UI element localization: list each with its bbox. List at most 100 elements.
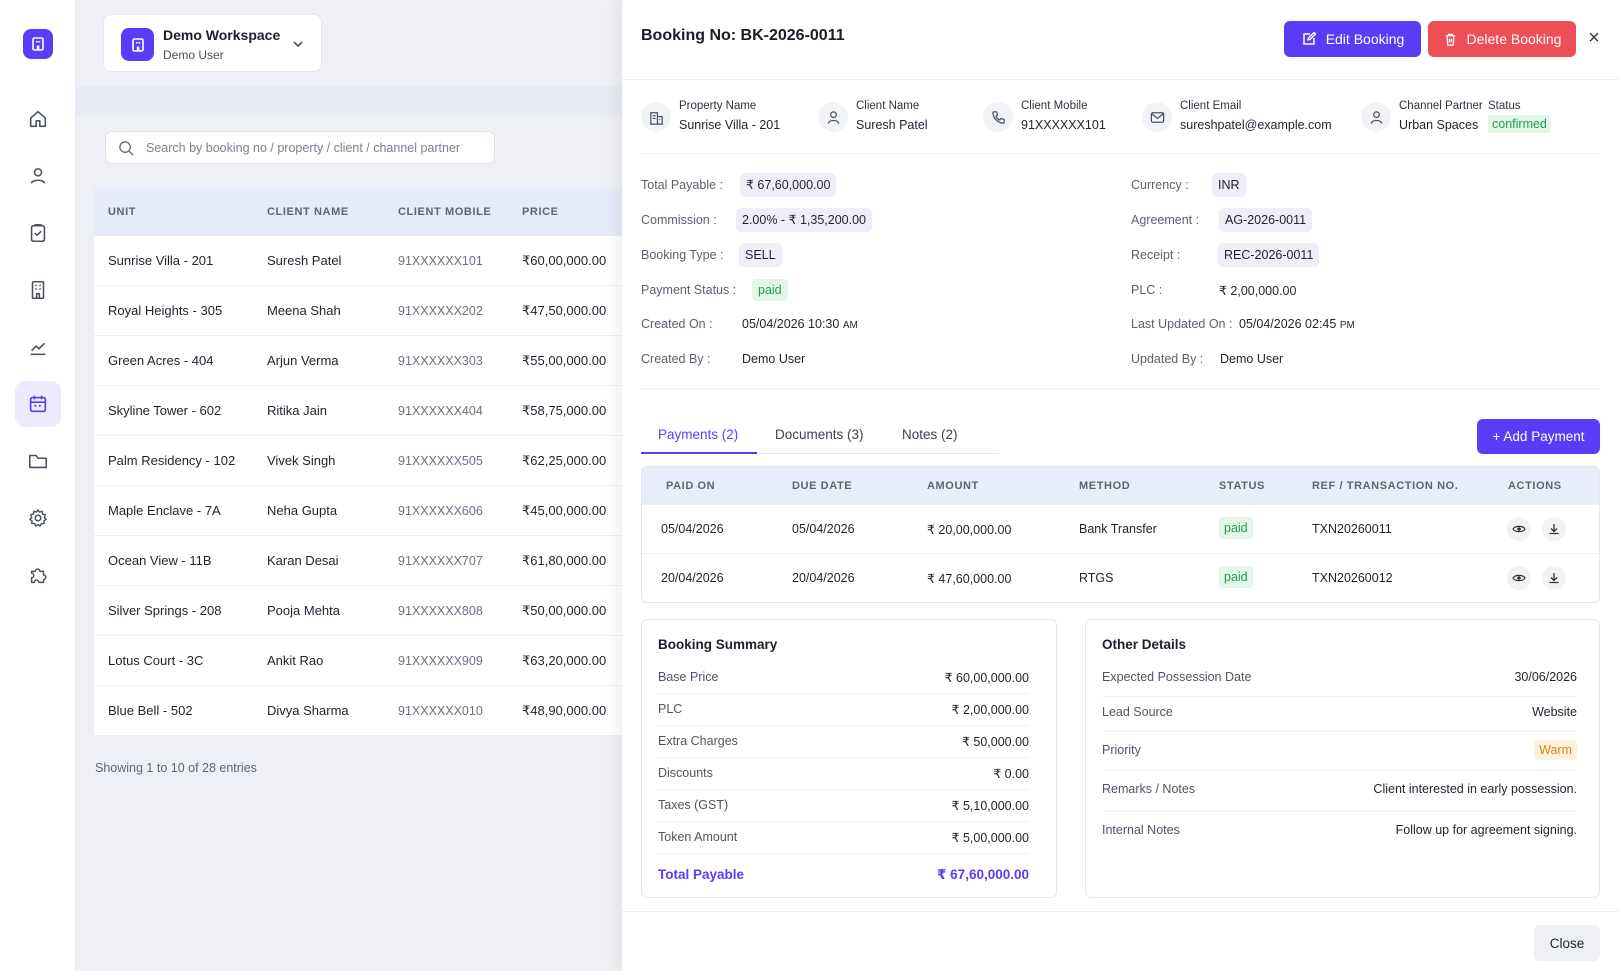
sidebar-item-bookings[interactable] — [15, 381, 61, 427]
table-row[interactable]: Sunrise Villa - 201 Suresh Patel 91XXXXXX1… — [94, 236, 622, 286]
cell-price: ₹50,00,000.00 — [522, 602, 607, 618]
table-header: UNIT CLIENT NAME CLIENT MOBILE PRICE — [94, 188, 622, 236]
cell-client-name: Vivek Singh — [267, 453, 336, 468]
view-payment-button[interactable] — [1507, 517, 1531, 541]
other-details-card: Other Details Expected Possession Date 30… — [1085, 619, 1600, 898]
summary-value: ₹ 60,00,000.00 — [944, 671, 1029, 685]
summary-value: ₹ 5,00,000.00 — [951, 831, 1029, 845]
updated-on-ampm: PM — [1339, 320, 1355, 331]
currency-label: Currency : — [1131, 178, 1189, 192]
sidebar-item-integrations[interactable] — [15, 552, 61, 598]
view-payment-button[interactable] — [1507, 566, 1531, 590]
summary-label: Base Price — [658, 670, 719, 684]
table-row[interactable]: Green Acres - 404 Arjun Verma 91XXXXXX303 ₹… — [94, 336, 622, 386]
search-field[interactable] — [105, 131, 495, 164]
cell-price: ₹48,90,000.00 — [522, 702, 607, 718]
cell-unit: Green Acres - 404 — [108, 353, 214, 368]
table-row[interactable]: Maple Enclave - 7A Neha Gupta 91XXXXXX606 ₹… — [94, 486, 622, 536]
detail-label: Internal Notes — [1102, 823, 1180, 837]
commission-value: 2.00% - ₹ 1,35,200.00 — [736, 208, 873, 232]
plc-label: PLC : — [1131, 283, 1163, 297]
created-on-value: 05/04/2026 10:30 AM — [742, 317, 858, 331]
plc-value: ₹ 2,00,000.00 — [1219, 284, 1297, 298]
search-input[interactable] — [146, 137, 486, 159]
download-payment-button[interactable] — [1542, 566, 1566, 590]
puzzle-icon — [30, 568, 47, 584]
column-header-ref: REF / TRANSACTION NO. — [1312, 480, 1459, 492]
tab-payments[interactable]: Payments (2) — [658, 427, 739, 442]
created-by-value: Demo User — [742, 352, 806, 366]
settings-icon — [29, 509, 47, 527]
cell-method: Bank Transfer — [1079, 522, 1157, 536]
cell-client-name: Suresh Patel — [267, 253, 342, 268]
tabs-baseline — [641, 453, 999, 454]
summary-row: Token Amount ₹ 5,00,000.00 — [658, 822, 1029, 854]
sidebar-item-files[interactable] — [15, 438, 61, 484]
table-row[interactable]: Ocean View - 11B Karan Desai 91XXXXXX707 ₹6… — [94, 536, 622, 586]
logo-icon[interactable] — [23, 29, 53, 59]
client-value: Suresh Patel — [856, 118, 928, 132]
column-header-client-mobile[interactable]: CLIENT MOBILE — [398, 206, 492, 218]
table-row[interactable]: Royal Heights - 305 Meena Shah 91XXXXXX202… — [94, 286, 622, 336]
close-button[interactable]: Close — [1534, 925, 1600, 961]
detail-value: Warm — [1534, 740, 1577, 760]
download-icon — [1549, 524, 1559, 535]
booking-detail-drawer: Booking No: BK-2026-0011 Edit Booking De… — [622, 0, 1619, 971]
detail-label: Expected Possession Date — [1102, 670, 1252, 684]
edit-booking-button[interactable]: Edit Booking — [1284, 21, 1421, 57]
cell-due-date: 05/04/2026 — [792, 522, 855, 536]
summary-value: ₹ 5,10,000.00 — [951, 799, 1029, 813]
cell-client-mobile: 91XXXXXX808 — [398, 603, 483, 618]
edit-booking-label: Edit Booking — [1325, 31, 1405, 47]
cell-unit: Ocean View - 11B — [108, 553, 212, 568]
tab-documents[interactable]: Documents (3) — [775, 427, 864, 442]
add-payment-button[interactable]: + Add Payment — [1477, 419, 1600, 454]
payments-table-header: PAID ON DUE DATE AMOUNT METHOD STATUS RE… — [642, 467, 1599, 504]
other-detail-row: Expected Possession Date 30/06/2026 — [1102, 662, 1577, 697]
cell-client-name: Ritika Jain — [267, 403, 327, 418]
sidebar-item-properties[interactable] — [15, 267, 61, 313]
created-on-datetime: 05/04/2026 10:30 — [742, 317, 840, 331]
eye-icon — [1512, 574, 1526, 582]
delete-booking-button[interactable]: Delete Booking — [1428, 21, 1576, 57]
summary-label: Taxes (GST) — [658, 798, 729, 812]
column-header-price[interactable]: PRICE — [522, 206, 559, 218]
column-header-amount: AMOUNT — [927, 480, 979, 492]
column-header-status: STATUS — [1219, 480, 1265, 492]
close-icon[interactable]: × — [1588, 27, 1600, 49]
column-header-unit[interactable]: UNIT — [108, 206, 137, 218]
sidebar-item-clients[interactable] — [15, 153, 61, 199]
payment-status-badge: paid — [1219, 517, 1253, 539]
column-header-method: METHOD — [1079, 480, 1131, 492]
sidebar-item-tasks[interactable] — [15, 210, 61, 256]
bookings-table: UNIT CLIENT NAME CLIENT MOBILE PRICE Sun… — [94, 188, 622, 736]
pagination-summary: Showing 1 to 10 of 28 entries — [95, 761, 257, 775]
workspace-switcher[interactable]: Demo Workspace Demo User — [103, 14, 322, 72]
divider — [622, 79, 1619, 80]
user-icon — [30, 168, 46, 184]
sidebar-item-reports[interactable] — [15, 324, 61, 370]
detail-label: Priority — [1102, 743, 1141, 757]
download-payment-button[interactable] — [1542, 517, 1566, 541]
sidebar-item-settings[interactable] — [15, 495, 61, 541]
table-row[interactable]: Palm Residency - 102 Vivek Singh 91XXXXXX5… — [94, 436, 622, 486]
tab-notes[interactable]: Notes (2) — [902, 427, 958, 442]
receipt-label: Receipt : — [1131, 248, 1181, 262]
phone-icon — [983, 102, 1013, 132]
payment-row: 05/04/2026 05/04/2026 ₹ 20,00,000.00 Ban… — [642, 504, 1599, 553]
column-header-client-name[interactable]: CLIENT NAME — [267, 206, 349, 218]
workspace-logo-icon — [121, 28, 154, 61]
sidebar-item-home[interactable] — [15, 96, 61, 142]
summary-total-value: ₹ 67,60,000.00 — [937, 867, 1029, 882]
cell-price: ₹55,00,000.00 — [522, 352, 607, 368]
building-icon — [31, 280, 45, 300]
table-row[interactable]: Silver Springs - 208 Pooja Mehta 91XXXXXX8… — [94, 586, 622, 636]
table-row[interactable]: Lotus Court - 3C Ankit Rao 91XXXXXX909 ₹63,… — [94, 636, 622, 686]
cell-price: ₹45,00,000.00 — [522, 502, 607, 518]
search-icon — [119, 141, 134, 156]
cell-client-name: Meena Shah — [267, 303, 341, 318]
payments-table: PAID ON DUE DATE AMOUNT METHOD STATUS RE… — [641, 466, 1600, 603]
divider — [641, 388, 1600, 389]
table-row[interactable]: Blue Bell - 502 Divya Sharma 91XXXXXX010 ₹4… — [94, 686, 622, 736]
table-row[interactable]: Skyline Tower - 602 Ritika Jain 91XXXXXX40… — [94, 386, 622, 436]
